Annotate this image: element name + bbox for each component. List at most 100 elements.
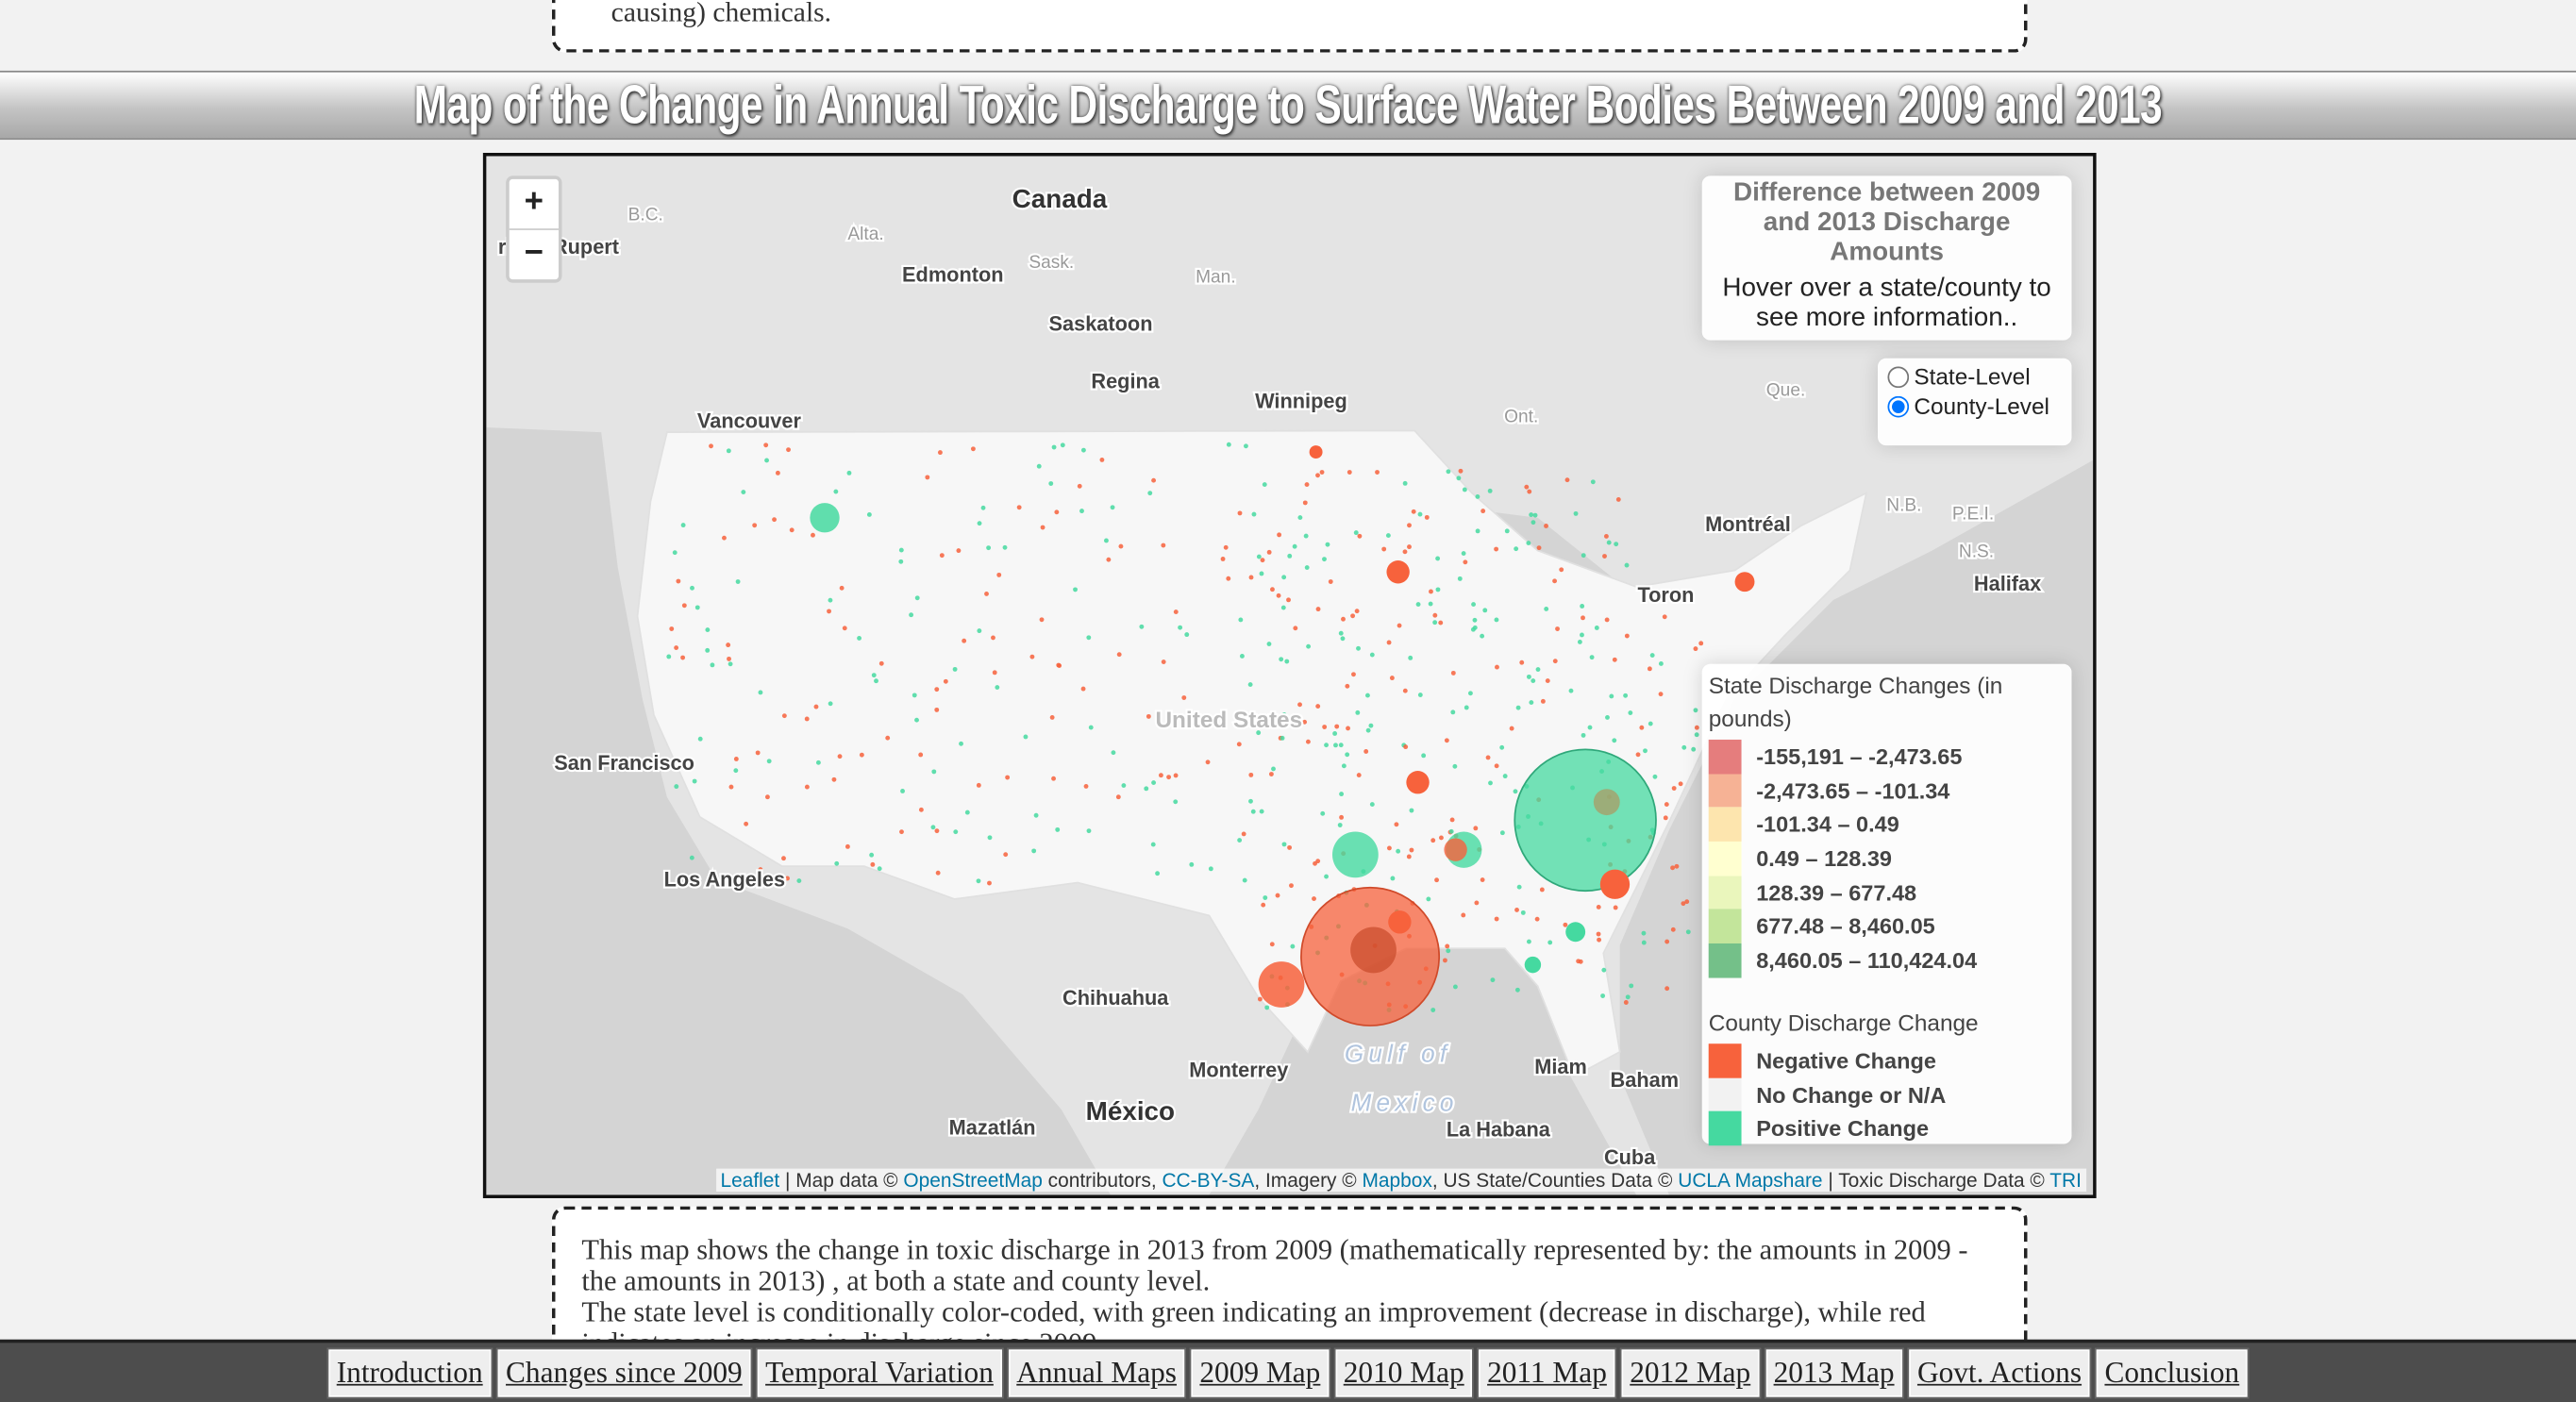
county-dot bbox=[758, 690, 763, 695]
county-dot bbox=[758, 867, 763, 873]
county-dot bbox=[885, 735, 891, 741]
county-dot bbox=[1073, 587, 1078, 593]
county-dot bbox=[1467, 691, 1473, 696]
place-label: Sask. bbox=[1029, 253, 1074, 273]
county-dot bbox=[1166, 775, 1172, 780]
attribution-link[interactable]: OpenStreetMap bbox=[903, 1168, 1043, 1193]
nav-button[interactable]: 2012 Map bbox=[1619, 1347, 1761, 1399]
layer-option[interactable]: County-Level bbox=[1878, 388, 2071, 417]
county-dot bbox=[1139, 624, 1145, 629]
nav-button[interactable]: Changes since 2009 bbox=[495, 1347, 753, 1399]
legend-row: Negative Change bbox=[1702, 1043, 2072, 1077]
county-dot bbox=[1338, 743, 1344, 748]
county-dot bbox=[1604, 617, 1610, 623]
county-dot bbox=[694, 605, 700, 610]
county-dot bbox=[1514, 546, 1519, 552]
nav-button[interactable]: 2011 Map bbox=[1477, 1347, 1617, 1399]
county-dot bbox=[1304, 565, 1310, 570]
zoom-out[interactable]: − bbox=[509, 228, 559, 279]
county-dot bbox=[1446, 469, 1451, 475]
attribution-link[interactable]: Leaflet bbox=[720, 1168, 780, 1193]
nav-button[interactable]: 2010 Map bbox=[1333, 1347, 1475, 1399]
place-label: Monterrey bbox=[1189, 1059, 1288, 1082]
layer-radio[interactable] bbox=[1887, 366, 1910, 389]
nav-button[interactable]: Conclusion bbox=[2095, 1347, 2250, 1399]
county-dot bbox=[1251, 511, 1257, 517]
county-circle bbox=[1734, 572, 1755, 593]
county-dot bbox=[1624, 633, 1630, 639]
county-dot bbox=[1341, 616, 1346, 622]
county-dot bbox=[1118, 543, 1124, 549]
county-dot bbox=[1397, 623, 1402, 628]
legend-label: -2,473.65 – -101.34 bbox=[1756, 778, 1950, 804]
county-dot bbox=[956, 548, 962, 554]
place-label: La Habana bbox=[1447, 1117, 1551, 1141]
county-dot bbox=[1238, 617, 1244, 623]
nav-button[interactable]: Temporal Variation bbox=[755, 1347, 1004, 1399]
county-dot bbox=[1432, 612, 1438, 618]
county-dot bbox=[1664, 802, 1669, 808]
county-dot bbox=[1564, 477, 1570, 483]
nav-button[interactable]: Annual Maps bbox=[1006, 1347, 1187, 1399]
place-label: Baham bbox=[1611, 1068, 1680, 1092]
county-dot bbox=[1276, 593, 1281, 598]
county-dot bbox=[1494, 617, 1499, 623]
attribution-link[interactable]: UCLA Mapshare bbox=[1678, 1168, 1823, 1193]
county-dot bbox=[728, 661, 733, 667]
nav-button[interactable]: 2009 Map bbox=[1189, 1347, 1330, 1399]
pacific bbox=[486, 426, 1111, 1195]
nav-button[interactable]: Introduction bbox=[326, 1347, 493, 1399]
place-label: San Francisco bbox=[554, 751, 694, 775]
county-dot bbox=[1280, 735, 1285, 741]
layer-option[interactable]: State-Level bbox=[1878, 359, 2071, 388]
county-dot bbox=[796, 878, 802, 884]
county-dot bbox=[1281, 575, 1287, 580]
county-dot bbox=[1106, 557, 1112, 562]
nav-button[interactable]: Govt. Actions bbox=[1907, 1347, 2092, 1399]
attribution-link[interactable]: CC-BY-SA bbox=[1162, 1168, 1255, 1193]
zoom-in[interactable]: + bbox=[524, 184, 544, 221]
county-dot bbox=[1029, 654, 1035, 659]
county-dot bbox=[934, 707, 940, 712]
county-dot bbox=[1509, 726, 1514, 731]
county-dot bbox=[1039, 617, 1045, 623]
attribution-link[interactable]: Mapbox bbox=[1362, 1168, 1432, 1193]
county-dot bbox=[1248, 772, 1254, 777]
county-dot bbox=[1408, 655, 1413, 660]
county-dot bbox=[1368, 723, 1374, 728]
county-dot bbox=[1594, 626, 1599, 630]
attribution-link[interactable]: TRI bbox=[2049, 1168, 2082, 1193]
county-dot bbox=[1016, 505, 1022, 510]
county-dot bbox=[772, 517, 778, 523]
county-dot bbox=[837, 754, 843, 759]
county-dot bbox=[1103, 538, 1109, 543]
county-dot bbox=[931, 769, 937, 775]
county-dot bbox=[1457, 576, 1463, 581]
county-dot bbox=[1325, 542, 1330, 547]
county-dot bbox=[1494, 763, 1499, 769]
legend-swatch bbox=[1708, 876, 1742, 910]
county-dot bbox=[1262, 482, 1267, 488]
layer-label: State-Level bbox=[1914, 363, 2031, 390]
county-dot bbox=[1241, 831, 1246, 837]
legend-label: 677.48 – 8,460.05 bbox=[1756, 914, 1935, 940]
county-dot bbox=[1287, 553, 1293, 559]
county-dot bbox=[1247, 682, 1253, 688]
county-dot bbox=[1520, 910, 1526, 915]
layer-radio[interactable] bbox=[1887, 395, 1910, 418]
nav-button[interactable]: 2013 Map bbox=[1764, 1347, 1904, 1399]
county-dot bbox=[1463, 559, 1468, 565]
state-legend: -155,191 – -2,473.65 -2,473.65 – -101.34 -… bbox=[1702, 739, 2072, 978]
county-dot bbox=[1529, 700, 1534, 706]
place-label: Mazatlán bbox=[949, 1116, 1036, 1140]
county-dot bbox=[789, 527, 795, 533]
county-dots bbox=[666, 442, 1704, 1012]
place-label: Los Angeles bbox=[664, 868, 785, 892]
county-dot bbox=[1464, 705, 1469, 710]
county-dot bbox=[1482, 608, 1488, 613]
legend-label: -155,191 – -2,473.65 bbox=[1756, 744, 1963, 770]
county-dot bbox=[1144, 786, 1149, 792]
county-dot bbox=[1184, 632, 1190, 638]
